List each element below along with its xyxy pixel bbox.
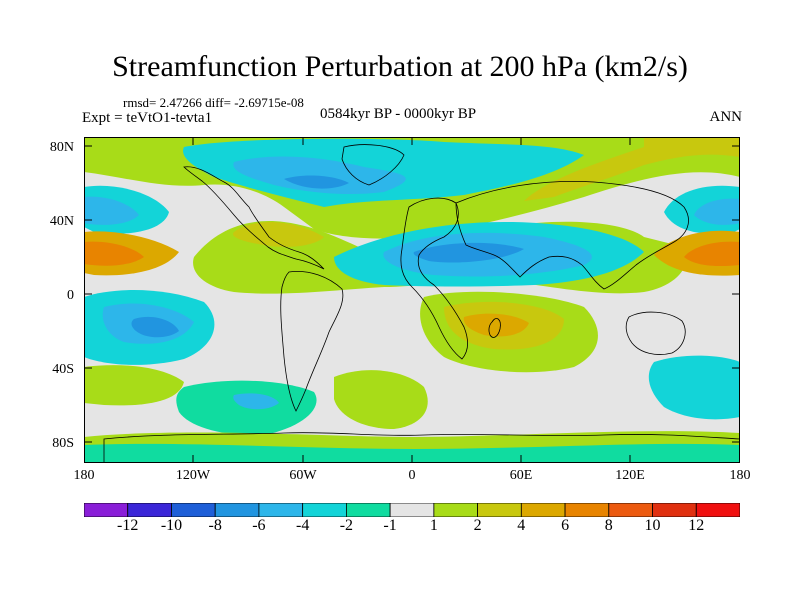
colorbar-label: -4 (296, 517, 310, 534)
positive-cell-south-atlantic (334, 370, 428, 429)
colorbar-label: -12 (117, 517, 139, 534)
colorbar-box (389, 503, 435, 517)
positive-core-central (233, 221, 324, 247)
negative-core-antarctic (233, 393, 279, 410)
colorbar-box (608, 503, 653, 517)
colorbar-box (302, 503, 347, 517)
stats-line: rmsd= 2.47266 diff= -2.69715e-08 (123, 95, 304, 110)
lon-label-60e: 60E (509, 468, 533, 483)
colorbar-label: -6 (252, 517, 266, 534)
positive-core-south-africa-2 (463, 313, 529, 337)
colorbar-label: -8 (208, 517, 222, 534)
coast-asia (455, 181, 689, 290)
colorbar (84, 503, 740, 517)
colorbar-box (84, 503, 129, 517)
coast-europe-africa (400, 197, 468, 360)
colorbar-box (477, 503, 522, 517)
lon-label-180w: 180 (73, 468, 95, 483)
lat-label-40n: 40N (49, 214, 74, 229)
colorbar-label: 10 (644, 517, 661, 534)
colorbar-box (520, 503, 566, 517)
lat-label-80n: 80N (49, 140, 74, 155)
positive-core-east (684, 241, 740, 267)
streamfunction-map (84, 137, 740, 463)
coast-madagascar (488, 318, 501, 338)
period-label: 0584kyr BP - 0000kyr BP (320, 106, 477, 122)
coast-greenland (341, 144, 405, 186)
negative-band-antarctic (176, 380, 317, 436)
colorbar-label: 2 (473, 517, 482, 534)
lon-label-120w: 120W (175, 468, 211, 483)
experiment-label: Expt = teVtO1-tevta1 (82, 110, 213, 126)
colorbar-box (652, 503, 697, 517)
negative-band-polar (84, 443, 740, 463)
colorbar-label: 8 (604, 517, 613, 534)
coast-south-america (280, 270, 344, 412)
lat-label-eq: 0 (67, 288, 74, 303)
positive-cell-south-pacific (84, 365, 184, 406)
negative-core-atlantic (233, 156, 406, 195)
negative-core-east (694, 198, 740, 225)
colorbar-label: -1 (383, 517, 397, 534)
lon-label-120e: 120E (615, 468, 645, 483)
positive-core-west (84, 241, 144, 266)
colorbar-box (564, 503, 610, 517)
map-title: Streamfunction Perturbation at 200 hPa (… (112, 50, 688, 83)
colorbar-label: 1 (429, 517, 438, 534)
coast-north-america (183, 166, 325, 270)
colorbar-label: -2 (339, 517, 354, 534)
colorbar-box (171, 503, 216, 517)
lon-label-60w: 60W (289, 468, 317, 483)
lat-label-40s: 40S (52, 362, 74, 377)
negative-core-eurasia-2 (413, 242, 524, 263)
negative-core-south-pacific-2 (131, 316, 179, 338)
positive-band-north-2 (524, 137, 740, 201)
lon-label-0: 0 (408, 468, 416, 483)
colorbar-box (345, 503, 391, 517)
colorbar-label: 12 (688, 517, 705, 534)
contour-fields (84, 137, 740, 463)
colorbar-box (695, 503, 740, 517)
coastlines (103, 144, 740, 463)
coast-australia (625, 311, 686, 355)
colorbar-box (214, 503, 260, 517)
negative-core-west (84, 196, 139, 225)
negative-core-atlantic-2 (284, 175, 349, 189)
lon-label-180e: 180 (729, 468, 751, 483)
colorbar-label: 6 (561, 517, 570, 534)
colorbar-box (258, 503, 304, 517)
colorbar-label: -10 (160, 517, 183, 534)
colorbar-box (433, 503, 478, 517)
axis-ticks (84, 137, 740, 463)
lat-label-80s: 80S (52, 436, 74, 451)
coast-antarctica (103, 432, 740, 463)
negative-cell-south-indian (648, 355, 740, 420)
colorbar-box (127, 503, 172, 517)
season-label: ANN (709, 109, 743, 125)
colorbar-label: 4 (517, 517, 526, 534)
